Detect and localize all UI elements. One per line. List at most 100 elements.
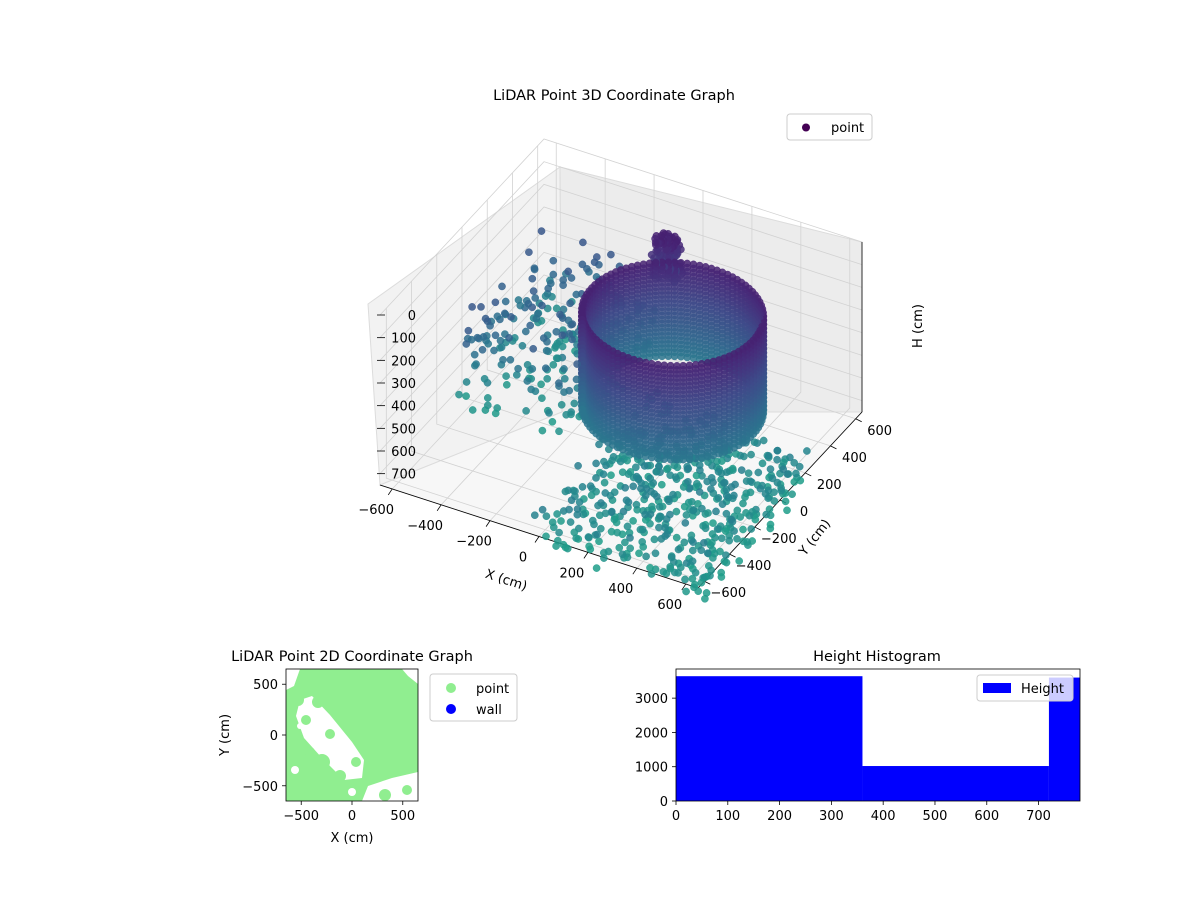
point-3d: [636, 525, 645, 534]
plot2d-title: LiDAR Point 2D Coordinate Graph: [231, 649, 473, 665]
point-3d: [471, 361, 479, 370]
plot2d-gap-corner: [286, 669, 300, 690]
z-tick-label: 300: [391, 377, 416, 392]
point-3d: [543, 374, 552, 383]
point-3d: [661, 524, 670, 532]
point-3d: [596, 511, 604, 520]
x-tick-label: 400: [871, 809, 896, 824]
point-3d: [641, 510, 649, 519]
point-3d: [733, 535, 741, 543]
point-3d: [714, 467, 723, 476]
point-3d: [545, 409, 553, 417]
point-3d: [514, 364, 522, 373]
point-3d: [629, 482, 638, 491]
point-3d: [542, 346, 551, 355]
point-3d: [708, 530, 717, 538]
plot2d-points: [286, 669, 418, 801]
point-3d: [773, 455, 781, 464]
point-3d: [481, 406, 490, 414]
point-3d: [677, 352, 685, 361]
point-3d: [496, 336, 505, 345]
grid-line-z: [379, 138, 863, 316]
plot3d-title: LiDAR Point 3D Coordinate Graph: [493, 88, 735, 104]
point-3d: [499, 355, 507, 364]
point-3d: [587, 491, 596, 500]
point-3d: [557, 400, 566, 409]
point-3d: [578, 483, 587, 491]
point-3d: [718, 500, 727, 509]
point-3d: [529, 344, 538, 353]
point-3d: [651, 549, 660, 558]
point-3d: [682, 587, 690, 596]
point-3d: [655, 503, 664, 511]
plot3d-xlabel: X (cm): [483, 567, 529, 595]
histogram-legend: Height: [976, 674, 1074, 702]
y-tick: [704, 580, 711, 585]
point-3d: [652, 467, 661, 476]
point-3d: [739, 525, 747, 534]
point-3d: [750, 438, 759, 447]
x-tick-label: 600: [974, 809, 999, 824]
point-3d: [790, 478, 799, 486]
point-3d: [567, 496, 576, 505]
point-3d: [550, 523, 558, 532]
point-3d: [744, 469, 753, 478]
point-3d: [701, 595, 709, 603]
point-3d: [766, 465, 775, 473]
point-3d: [682, 559, 691, 567]
point-3d: [720, 479, 728, 487]
point-3d: [705, 562, 713, 570]
point-3d: [762, 510, 771, 519]
point-3d: [595, 440, 603, 449]
point-3d: [626, 534, 634, 542]
plot2d-xlabel: X (cm): [331, 831, 374, 846]
point-3d: [737, 466, 746, 474]
plot2d-gap-dot: [348, 788, 356, 796]
plot2d-legend-label-wall: wall: [476, 703, 502, 718]
point-3d: [666, 563, 675, 571]
point-3d: [692, 471, 701, 480]
point-3d: [530, 264, 539, 273]
plot2d-point: [292, 734, 304, 746]
x-tick: [681, 583, 687, 591]
point-3d: [505, 334, 513, 342]
grid-line-z: [379, 206, 863, 384]
histogram-frame: [675, 668, 1081, 802]
point-3d: [585, 542, 593, 551]
point-3d: [759, 436, 768, 445]
point-3d: [650, 535, 659, 544]
z-tick-label: 0: [408, 309, 416, 324]
point-3d: [595, 537, 603, 546]
point-3d: [572, 290, 581, 299]
point-3d: [646, 474, 655, 483]
point-3d: [478, 345, 487, 354]
point-3d: [549, 256, 558, 265]
point-3d: [540, 334, 548, 342]
point-3d: [616, 457, 625, 466]
plot2d-point: [314, 754, 330, 770]
point-3d: [679, 483, 688, 491]
point-3d: [681, 519, 690, 527]
point-3d: [501, 297, 510, 306]
point-3d: [680, 538, 689, 547]
point-3d: [803, 447, 811, 455]
point-3d: [564, 267, 573, 276]
point-3d: [600, 554, 608, 562]
point-3d: [597, 524, 605, 533]
z-tick-label: 600: [391, 445, 416, 460]
plot2d-gap-dot: [322, 715, 330, 723]
point-3d: [593, 530, 601, 539]
plot3d-ticks: −600−400−2000200400600−600−400−200020040…: [358, 309, 892, 613]
point-3d: [462, 340, 471, 348]
point-3d: [497, 343, 506, 352]
point-3d: [559, 540, 568, 549]
point-3d: [723, 491, 731, 500]
point-3d: [700, 539, 708, 547]
point-3d: [542, 512, 551, 521]
point-3d: [526, 321, 535, 330]
point-3d: [773, 478, 782, 487]
point-3d: [742, 477, 751, 485]
plot2d-ylabel: Y (cm): [218, 714, 233, 757]
histogram-title: Height Histogram: [813, 649, 941, 665]
grid-line-z: [379, 161, 863, 338]
